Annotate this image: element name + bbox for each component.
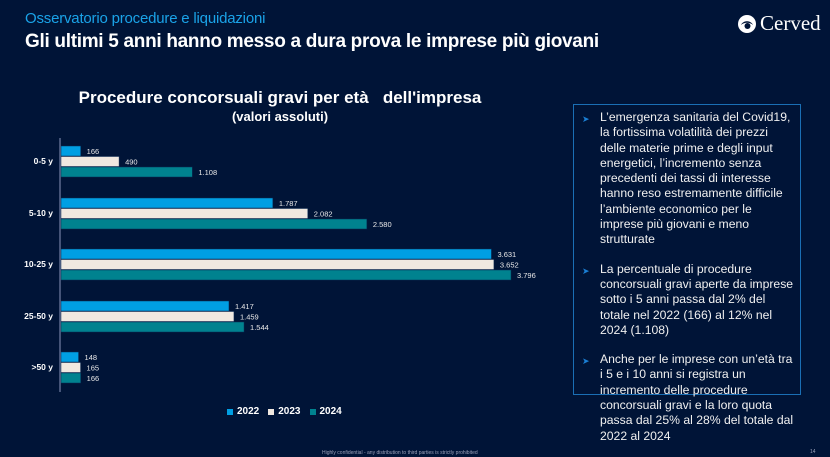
data-label: 1.787 [279,199,298,208]
page-headline: Gli ultimi 5 anni hanno messo a dura pro… [25,31,599,52]
data-label: 148 [85,353,98,362]
data-label: 1.417 [235,302,254,311]
arrowhead-bullet-icon: ➤ [582,356,590,367]
bar-2024-510y [60,218,368,230]
legend-label: 2022 [237,406,260,417]
bullet-item: ➤ L’emergenza sanitaria del Covid19, la … [582,110,794,248]
logo-text: Cerved [760,11,821,35]
bar-2022-2550y [60,300,230,312]
bar-2023-2550y [60,311,235,322]
legend-swatch-2023 [268,408,275,415]
legend-label: 2023 [278,406,301,417]
bullet-item: ➤ La percentuale di procedure concorsual… [582,262,794,338]
bullet-item: ➤ Anche per le imprese con un’età tra i … [582,352,794,444]
bar-2024-1025y [60,269,512,281]
chart-subtitle: (valori assoluti) [231,109,329,124]
category-tick-label: 25-50 y [24,311,53,321]
bar-2023-510y [60,208,309,219]
arrowhead-bullet-icon: ➤ [582,114,590,124]
data-label: 1.108 [198,168,217,177]
bar-2023-50y [60,362,81,373]
bar-2022-510y [60,197,274,209]
cerved-logo: Cerved [737,11,821,36]
legend-swatch-2024 [309,408,316,415]
bar-2022-50y [60,351,79,363]
bar-2022-05y [60,145,81,157]
bar-2023-05y [60,156,120,167]
data-label: 3.796 [517,271,536,280]
legend-item-2022: 2022 [227,406,259,417]
bar-2022-1025y [60,248,492,260]
category-tick-label: 10-25 y [24,259,53,269]
bullet-text: La percentuale di procedure concorsuali … [600,261,794,337]
legend-swatch-2022 [227,408,233,415]
category-tick-label: 5-10 y [29,208,53,218]
data-label: 165 [87,364,100,373]
chart-title: Procedure concorsuali gravi per età dell… [78,88,482,107]
legend-item-2023: 2023 [268,406,301,417]
bar-2024-05y [60,166,193,178]
legend-item-2024: 2024 [309,406,342,417]
category-tick-label: >50 y [31,362,53,372]
data-label: 1.544 [250,323,269,332]
cerved-swirl-icon [738,14,756,33]
bar-2023-1025y [60,259,495,270]
chart-legend: 2022 2023 2024 [227,406,342,417]
data-label: 3.652 [500,261,519,270]
confidentiality-footer: Highly confidential - any distribution t… [322,450,478,456]
data-label: 490 [125,158,138,167]
bar-2024-2550y [60,321,245,333]
data-label: 3.631 [497,250,516,259]
legend-label: 2024 [319,406,342,417]
data-label: 166 [87,374,100,383]
data-label: 166 [87,147,100,156]
bullet-text: L’emergenza sanitaria del Covid19, la fo… [600,110,791,247]
data-label: 1.459 [240,313,259,322]
commentary-box: ➤ L’emergenza sanitaria del Covid19, la … [573,104,801,443]
data-label: 2.580 [373,220,392,229]
section-subtitle: Osservatorio procedure e liquidazioni [25,10,266,27]
data-label: 2.082 [314,210,333,219]
bullet-text: Anche per le imprese con un’età tra i 5 … [600,352,794,443]
arrowhead-bullet-icon: ➤ [582,265,590,276]
page-number: 14 [810,449,816,455]
bar-2024-50y [60,372,81,384]
category-tick-label: 0-5 y [34,156,54,166]
